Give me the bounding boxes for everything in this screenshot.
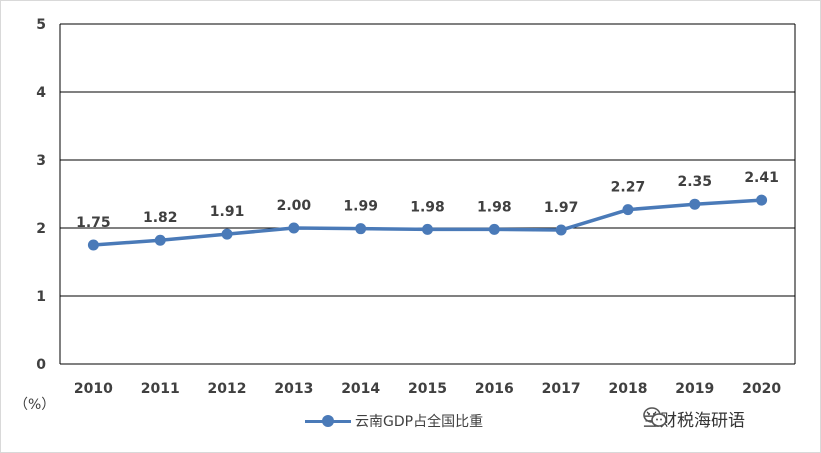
data-label: 1.98: [477, 199, 512, 215]
data-label: 2.27: [611, 180, 646, 196]
x-tick-label: 2011: [141, 381, 180, 397]
x-tick-label: 2020: [742, 381, 781, 397]
data-point: [221, 228, 233, 240]
x-tick-label: 2015: [408, 381, 447, 397]
data-point: [689, 198, 701, 210]
legend-label: 云南GDP占全国比重: [355, 414, 484, 430]
x-tick-label: 2017: [542, 381, 581, 397]
watermark: 兰财税海研语: [643, 406, 745, 431]
legend: 云南GDP占全国比重: [305, 411, 483, 431]
y-tick-label: 3: [36, 153, 46, 169]
data-label: 2.41: [744, 170, 779, 186]
data-point: [555, 224, 567, 236]
x-tick-label: 2010: [74, 381, 113, 397]
x-tick-label: 2013: [274, 381, 313, 397]
y-tick-label: 5: [36, 17, 46, 33]
y-tick-label: 2: [36, 221, 46, 237]
data-label: 1.99: [343, 199, 378, 215]
x-tick-label: 2018: [608, 381, 647, 397]
x-tick-label: 2016: [475, 381, 514, 397]
x-tick-label: 2019: [675, 381, 714, 397]
data-label: 1.97: [544, 200, 579, 216]
data-label: 1.91: [210, 204, 245, 220]
data-point: [756, 194, 768, 206]
data-label: 1.82: [143, 210, 178, 226]
wechat-icon: [643, 407, 667, 427]
y-tick-label: 4: [36, 85, 46, 101]
data-point: [87, 239, 99, 251]
data-point: [154, 234, 166, 246]
y-tick-label: 0: [36, 357, 46, 373]
data-point: [355, 223, 367, 235]
data-point: [488, 223, 500, 235]
y-axis-unit-label: （%）: [14, 397, 56, 413]
watermark-text: 兰财税海研语: [643, 411, 745, 431]
legend-swatch: [305, 415, 351, 427]
data-point: [288, 222, 300, 234]
data-label: 2.35: [677, 174, 712, 190]
data-point: [622, 204, 634, 216]
data-point: [422, 223, 433, 235]
data-label: 1.98: [410, 199, 445, 215]
x-tick-label: 2014: [341, 381, 380, 397]
x-tick-label: 2012: [208, 381, 247, 397]
data-label: 1.75: [76, 215, 111, 231]
data-label: 2.00: [277, 198, 312, 214]
y-tick-label: 1: [36, 289, 46, 305]
